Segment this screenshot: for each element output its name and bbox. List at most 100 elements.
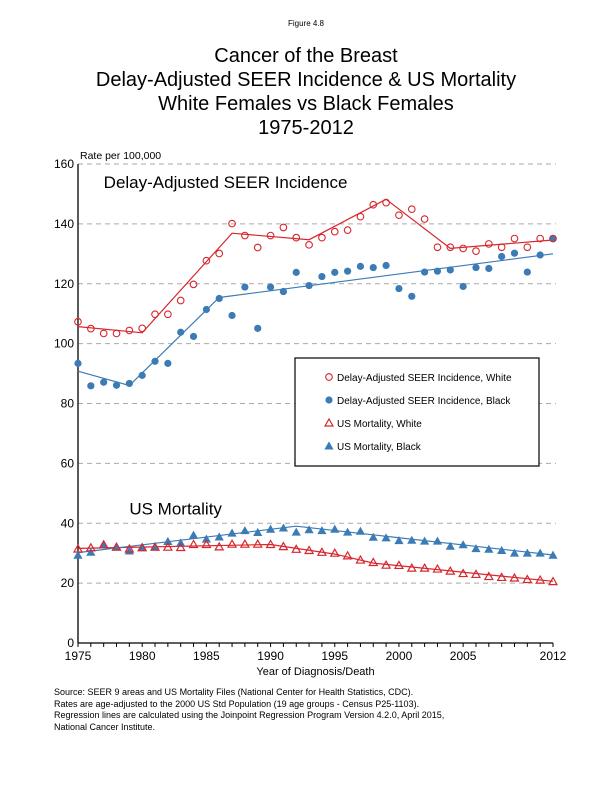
trend-line-4 <box>77 525 554 556</box>
data-point <box>278 541 289 551</box>
data-point <box>176 296 185 305</box>
y-tick-label-160: 160 <box>54 157 74 171</box>
data-point <box>138 324 147 333</box>
data-point <box>253 527 263 536</box>
data-point <box>266 283 275 291</box>
annotation-mortality: US Mortality <box>129 499 222 518</box>
data-point <box>253 243 262 252</box>
footnotes: Source: SEER 9 areas and US Mortality Fi… <box>54 687 444 733</box>
legend-label: Delay-Adjusted SEER Incidence, White <box>337 373 512 384</box>
data-point <box>188 530 199 539</box>
data-point <box>112 381 121 389</box>
data-point <box>547 576 559 586</box>
series-1-points <box>74 198 557 338</box>
legend: Delay-Adjusted SEER Incidence, White Dela… <box>294 357 540 467</box>
y-tick-label-100: 100 <box>54 337 74 351</box>
data-point <box>343 226 352 235</box>
data-point <box>254 324 262 332</box>
data-point <box>214 532 224 541</box>
legend-item-1: Delay-Adjusted SEER Incidence, White <box>325 373 512 384</box>
legend-item-2: Delay-Adjusted SEER Incidence, Black <box>325 396 511 407</box>
data-point <box>471 544 481 553</box>
legend-marker-open-triangle <box>323 417 335 427</box>
data-point <box>279 287 288 296</box>
x-tick-label-2012: 2012 <box>540 649 567 663</box>
title-line-4: 1975-2012 <box>258 117 354 139</box>
data-point <box>356 262 365 270</box>
data-point <box>445 565 456 575</box>
data-point <box>163 536 173 545</box>
y-tick-label-40: 40 <box>61 516 75 530</box>
data-point <box>432 536 443 545</box>
data-point <box>74 359 82 367</box>
y-tick-label-20: 20 <box>61 576 75 590</box>
data-point <box>86 324 95 333</box>
data-point <box>535 548 545 557</box>
data-point <box>279 223 288 232</box>
data-point <box>459 244 467 253</box>
data-point <box>266 231 275 240</box>
data-point <box>548 550 558 559</box>
y-tick-label-120: 120 <box>54 277 74 291</box>
data-point <box>549 234 557 243</box>
data-point <box>239 538 250 548</box>
data-point <box>330 524 340 533</box>
data-point <box>497 243 506 252</box>
data-point <box>445 541 455 550</box>
data-point <box>432 563 443 573</box>
x-tick-label-1985: 1985 <box>193 649 220 663</box>
data-point <box>74 317 82 326</box>
data-point <box>72 543 84 553</box>
y-axis-label: Rate per 100,000 <box>80 150 161 162</box>
data-point <box>151 357 159 365</box>
data-point <box>446 243 455 252</box>
data-point <box>458 568 469 578</box>
data-point <box>164 359 172 367</box>
data-point <box>188 539 199 549</box>
data-point <box>125 326 134 335</box>
data-point <box>305 281 313 290</box>
data-point <box>510 234 519 243</box>
data-point <box>485 264 493 273</box>
legend-label: US Mortality, White <box>337 419 422 430</box>
y-tick-label-60: 60 <box>61 456 75 470</box>
footnote-age-adjusted: Rates are age-adjusted to the 2000 US St… <box>54 698 420 709</box>
data-point <box>510 249 519 257</box>
data-point <box>342 550 353 560</box>
data-point <box>305 240 313 249</box>
footnote-institute: National Cancer Institute. <box>54 721 156 732</box>
data-point <box>201 534 211 543</box>
data-point <box>215 294 223 303</box>
data-point <box>241 283 249 291</box>
x-tick-label-2000: 2000 <box>386 649 413 663</box>
data-point <box>99 329 108 338</box>
data-point <box>406 562 417 572</box>
data-point <box>317 526 327 535</box>
data-point <box>407 205 416 214</box>
title-line-2: Delay-Adjusted SEER Incidence & US Morta… <box>95 69 517 91</box>
data-point <box>241 231 249 240</box>
data-point <box>355 526 366 535</box>
data-point <box>536 234 545 243</box>
data-point <box>162 541 173 551</box>
data-point <box>395 211 403 220</box>
data-point <box>304 525 314 534</box>
footnote-regression: Regression lines are calculated using th… <box>54 710 445 720</box>
data-point <box>240 526 250 535</box>
data-point <box>201 539 212 549</box>
data-point <box>369 200 378 209</box>
series-2-points <box>74 234 557 390</box>
data-point <box>420 215 429 223</box>
data-point <box>395 284 403 293</box>
data-point <box>484 544 494 553</box>
x-tick-label-1990: 1990 <box>257 649 284 663</box>
data-point <box>484 240 493 248</box>
data-point <box>292 233 301 242</box>
data-point <box>342 527 353 536</box>
legend-item-3: US Mortality, White <box>323 417 422 430</box>
trend-line-1 <box>77 198 554 334</box>
data-point <box>316 547 327 556</box>
data-point <box>292 268 300 276</box>
data-point <box>343 267 352 275</box>
